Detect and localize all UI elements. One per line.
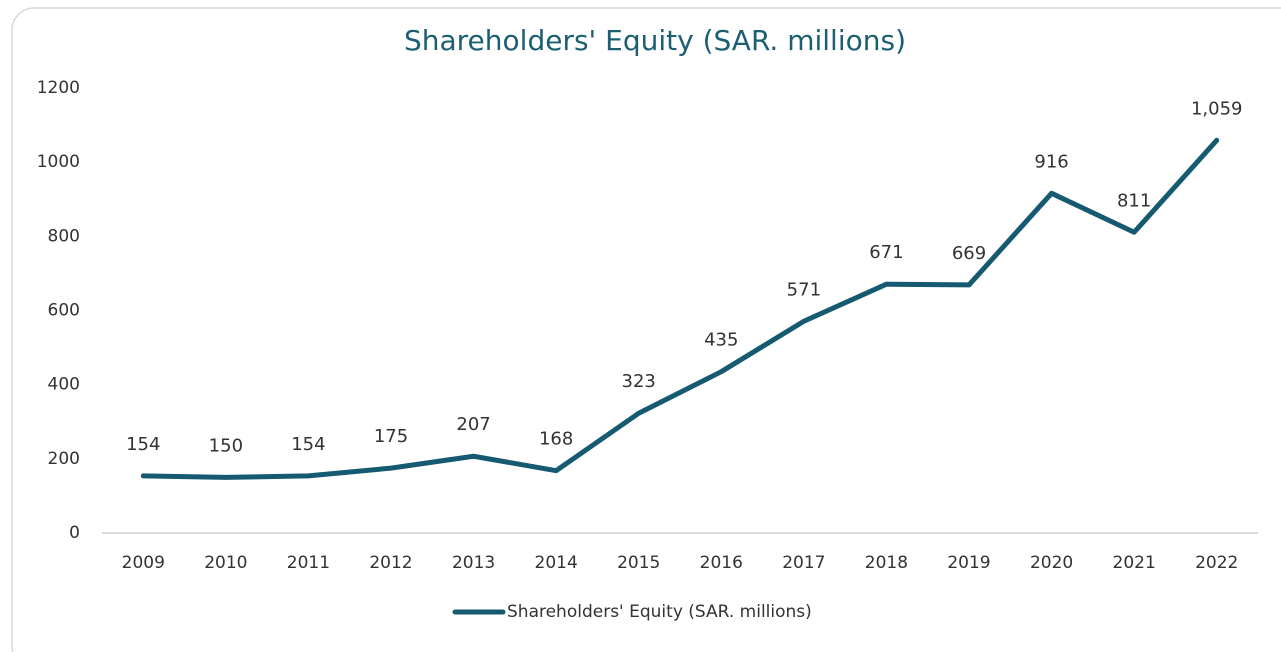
x-tick-label: 2009 <box>122 553 165 573</box>
line <box>140 137 1220 480</box>
y-tick-label: 0 <box>69 523 80 543</box>
data-label: 323 <box>622 371 656 392</box>
x-tick-label: 2020 <box>1030 553 1073 573</box>
y-tick-label: 1000 <box>37 152 80 172</box>
data-label: 207 <box>456 414 490 435</box>
data-label: 669 <box>952 243 986 264</box>
x-tick-label: 2015 <box>617 553 660 573</box>
x-tick-label: 2013 <box>452 553 495 573</box>
data-label: 1,059 <box>1191 98 1243 119</box>
x-tick-label: 2019 <box>947 553 990 573</box>
data-label: 916 <box>1034 151 1068 172</box>
x-tick-label: 2022 <box>1195 553 1238 573</box>
data-label: 154 <box>126 434 160 455</box>
legend-label: Shareholders' Equity (SAR. millions) <box>507 602 812 622</box>
x-tick-label: 2010 <box>204 553 247 573</box>
y-tick-label: 800 <box>48 226 80 246</box>
data-label: 571 <box>787 279 821 300</box>
data-label: 150 <box>209 435 243 456</box>
data-label: 168 <box>539 429 573 450</box>
data-label: 435 <box>704 330 738 351</box>
x-tick-label: 2017 <box>782 553 825 573</box>
x-tick-label: 2018 <box>865 553 908 573</box>
chart-title: Shareholders' Equity (SAR. millions) <box>404 24 906 57</box>
data-label: 154 <box>291 434 325 455</box>
y-tick-label: 200 <box>48 449 80 469</box>
data-label: 175 <box>374 426 408 447</box>
x-tick-label: 2021 <box>1113 553 1156 573</box>
x-tick-label: 2014 <box>535 553 578 573</box>
chart-border <box>11 7 1281 652</box>
x-tick-label: 2011 <box>287 553 330 573</box>
y-tick-label: 1200 <box>37 78 80 98</box>
x-tick-label: 2016 <box>700 553 743 573</box>
data-label: 811 <box>1117 190 1151 211</box>
y-tick-label: 600 <box>48 301 80 321</box>
y-tick-label: 400 <box>48 375 80 395</box>
x-tick-label: 2012 <box>369 553 412 573</box>
data-label: 671 <box>869 242 903 263</box>
